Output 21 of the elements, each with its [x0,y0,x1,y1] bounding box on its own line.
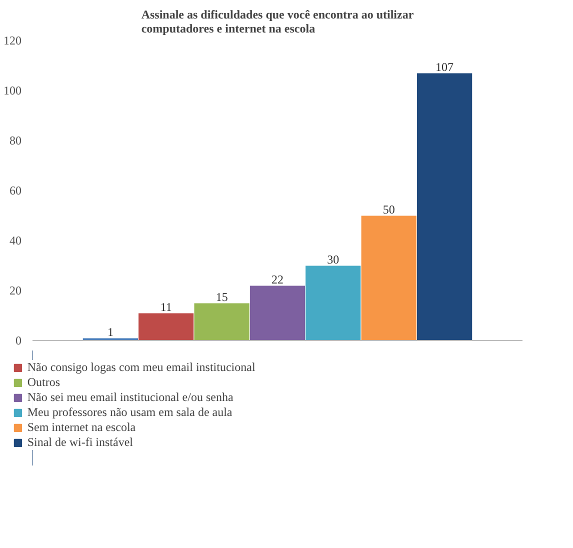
data-label: 1 [107,325,114,339]
legend-label: Sinal de wi-fi instável [27,435,133,450]
y-tick-label: 100 [4,84,22,98]
y-tick-label: 0 [16,334,22,348]
chart-title: Assinale as dificuldades que você encontra ao utilizar computadores e internet na escola [141,8,414,36]
data-label: 22 [272,272,284,286]
data-label: 15 [216,290,228,304]
y-tick-label: 20 [10,284,22,298]
y-tick-label: 60 [10,184,22,198]
y-tick-label: 40 [10,234,22,248]
data-label: 107 [436,60,454,74]
legend-label: Não sei meu email institucional e/ou senha [27,390,234,405]
data-label: 30 [327,252,340,266]
y-tick-label: 120 [4,34,22,48]
data-label: 11 [160,300,172,314]
legend-label: Não consigo logas com meu email institucional [27,360,256,375]
data-label: 50 [382,202,395,216]
legend-label: Sem internet na escola [27,420,136,435]
legend-label: Outros [27,375,60,390]
y-tick-label: 80 [10,134,22,148]
legend-label: Meu professores não usam em sala de aula [27,405,232,420]
